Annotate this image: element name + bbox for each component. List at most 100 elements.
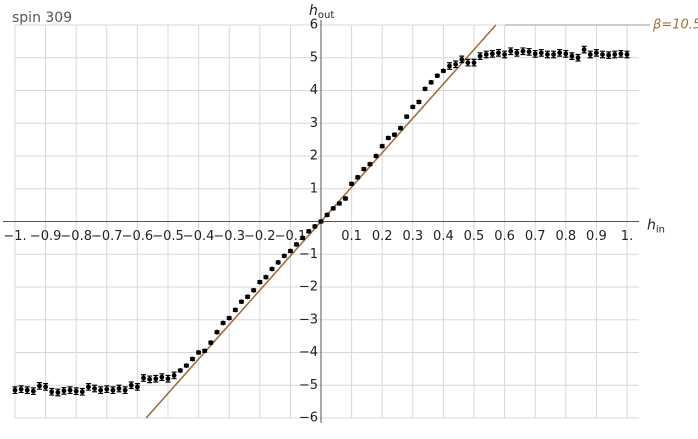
legend-label: β=10.5 xyxy=(652,18,698,33)
x-tick-label: −0.1 xyxy=(275,229,307,244)
point xyxy=(471,60,477,66)
x-tick-label: −0.6 xyxy=(122,229,154,244)
point xyxy=(551,52,556,57)
x-axis-label-main: h xyxy=(647,218,656,234)
x-tick-label: −0.3 xyxy=(213,229,245,244)
point xyxy=(61,388,67,394)
point xyxy=(165,376,171,382)
point xyxy=(563,51,569,57)
point xyxy=(300,235,306,241)
point xyxy=(343,196,348,201)
point xyxy=(520,48,526,54)
point xyxy=(569,53,575,59)
point xyxy=(545,52,550,57)
chart-title: spin 309 xyxy=(12,10,72,26)
y-tick-label: −6 xyxy=(299,411,318,426)
y-tick-label: 2 xyxy=(310,149,318,164)
point xyxy=(447,63,452,69)
point xyxy=(208,340,214,346)
y-axis-label-sub: out xyxy=(318,10,334,21)
point xyxy=(183,363,189,368)
x-tick-label: 0.5 xyxy=(464,229,485,244)
point xyxy=(489,51,495,57)
point xyxy=(496,50,501,56)
point xyxy=(557,50,563,56)
point xyxy=(104,386,110,392)
point xyxy=(318,219,324,224)
point xyxy=(257,279,263,285)
x-tick-label: −0.8 xyxy=(60,229,92,244)
x-tick-label: −0.4 xyxy=(183,229,215,244)
point xyxy=(312,224,318,229)
point xyxy=(275,260,281,265)
point xyxy=(18,386,24,392)
point xyxy=(202,348,208,354)
point xyxy=(92,386,97,391)
point xyxy=(135,384,140,390)
point xyxy=(263,274,269,280)
point xyxy=(269,266,275,272)
point xyxy=(49,389,55,395)
point xyxy=(177,368,183,373)
y-tick-label: 3 xyxy=(310,116,318,131)
point xyxy=(587,52,593,57)
point xyxy=(294,242,299,247)
point xyxy=(526,49,532,55)
point xyxy=(171,373,177,378)
point xyxy=(226,315,232,321)
y-axis-label-main: h xyxy=(309,3,318,19)
point xyxy=(98,387,104,393)
x-tick-label: 0.7 xyxy=(525,229,546,244)
point xyxy=(594,50,599,56)
y-tick-label: −2 xyxy=(299,280,318,295)
point xyxy=(116,386,122,391)
point xyxy=(245,294,250,300)
point xyxy=(514,50,520,56)
point xyxy=(502,52,507,57)
point xyxy=(147,376,153,382)
point xyxy=(86,384,91,390)
point xyxy=(324,212,330,218)
point xyxy=(67,387,73,393)
point xyxy=(73,388,79,394)
point xyxy=(361,166,367,172)
point xyxy=(288,248,293,254)
point xyxy=(367,161,373,167)
point xyxy=(239,299,244,305)
x-axis-label: hin xyxy=(647,218,665,236)
point xyxy=(398,125,403,131)
point xyxy=(441,68,446,74)
point xyxy=(159,374,165,380)
point xyxy=(251,287,257,293)
point xyxy=(434,73,440,79)
point xyxy=(422,86,428,92)
point xyxy=(128,382,134,388)
point xyxy=(373,153,379,159)
point xyxy=(79,389,85,395)
point xyxy=(404,114,410,120)
y-tick-label: 6 xyxy=(310,18,318,33)
point xyxy=(12,387,18,393)
point xyxy=(538,50,544,56)
x-tick-label: 0.2 xyxy=(372,229,393,244)
point xyxy=(43,384,48,390)
point xyxy=(483,52,489,57)
point xyxy=(336,201,342,206)
x-tick-label: 0.9 xyxy=(586,229,607,244)
x-tick-label: 0.8 xyxy=(555,229,576,244)
point xyxy=(618,51,624,57)
point xyxy=(281,253,287,259)
point xyxy=(581,47,587,52)
x-tick-label: −0.9 xyxy=(30,229,62,244)
point xyxy=(330,206,336,211)
point xyxy=(453,61,459,67)
point xyxy=(37,383,42,389)
point xyxy=(306,228,312,234)
x-tick-label: 0.3 xyxy=(402,229,423,244)
point xyxy=(214,329,220,335)
x-tick-label: 0.4 xyxy=(433,229,454,244)
point xyxy=(459,56,465,62)
y-axis-label: hout xyxy=(309,3,334,21)
point xyxy=(153,376,159,382)
